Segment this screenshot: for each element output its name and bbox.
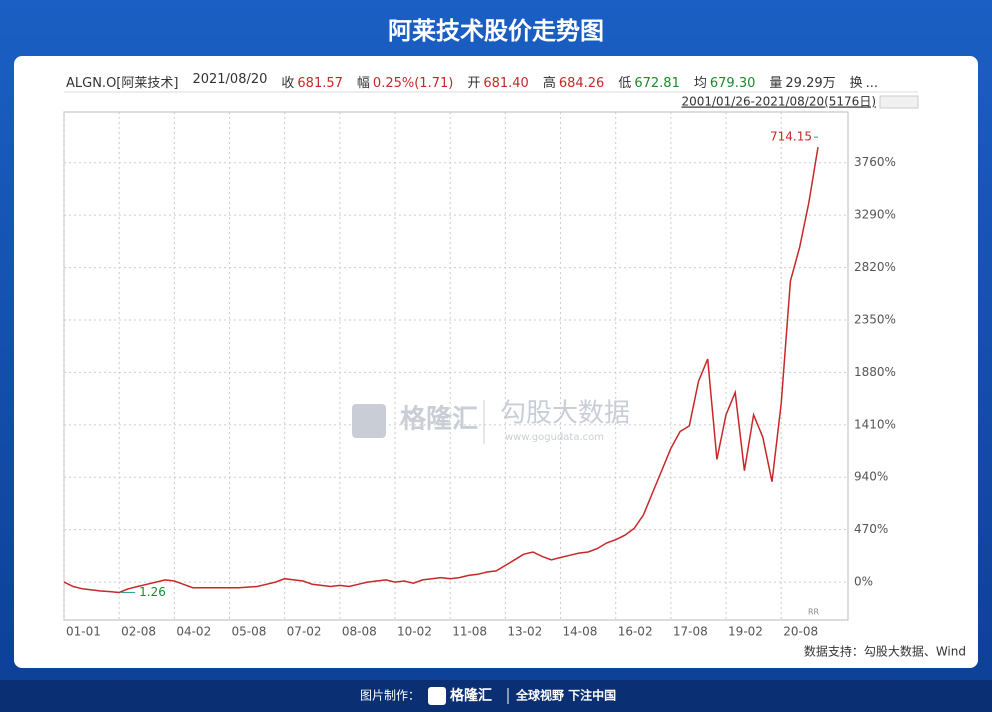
info-value: 681.40	[483, 76, 529, 91]
annotation-high: 714.15	[770, 130, 812, 144]
info-label: 高	[542, 76, 556, 91]
info-label: 收	[281, 76, 295, 91]
footer-made-by: 图片制作：	[360, 689, 420, 703]
info-value: ...	[865, 76, 879, 91]
info-item: 收 681.57	[281, 72, 343, 91]
x-tick-label: 02-08	[121, 625, 156, 639]
info-label: 低	[618, 76, 632, 91]
info-item: 量 29.29万	[769, 72, 835, 91]
x-tick-label: 01-01	[66, 625, 101, 639]
date: 2021/08/20	[192, 72, 268, 87]
x-tick-label: 14-08	[563, 625, 598, 639]
watermark: 勾股大数据	[500, 399, 630, 429]
range-label: 2001/01/26-2021/08/20(5176日)	[681, 95, 876, 109]
watermark-logo	[352, 404, 386, 438]
info-item: 幅 0.25%(1.71)	[357, 72, 453, 91]
y-tick-label: 940%	[854, 470, 888, 484]
watermark: www.gogudata.com	[505, 432, 604, 443]
panel	[14, 56, 978, 668]
symbol: ALGN.O[阿莱技术]	[66, 76, 179, 91]
annotation-low: 1.26	[139, 585, 166, 599]
y-tick-label: 1880%	[854, 365, 896, 379]
x-tick-label: 04-02	[176, 625, 211, 639]
info-item: 换...	[850, 72, 878, 91]
corner-mark: RR	[808, 608, 820, 617]
price-line	[63, 146, 819, 594]
x-tick-label: 05-08	[232, 625, 267, 639]
info-label: 换	[849, 76, 863, 91]
info-value: 0.25%(1.71)	[372, 76, 454, 91]
footer-logo	[428, 687, 446, 705]
info-item: 高 684.26	[543, 72, 605, 91]
info-item: 开 681.40	[467, 72, 529, 91]
info-label: 量	[769, 76, 783, 91]
info-value: 679.30	[709, 76, 756, 91]
x-tick-label: 17-08	[673, 625, 708, 639]
y-tick-label: 3760%	[854, 155, 896, 169]
y-tick-label: 0%	[854, 575, 873, 589]
footer-brand: 格隆汇	[450, 687, 492, 704]
y-tick-label: 1410%	[854, 417, 896, 431]
y-tick-label: 2350%	[854, 312, 896, 326]
x-tick-label: 08-08	[342, 625, 377, 639]
range-control[interactable]	[879, 95, 919, 109]
y-tick-label: 3290%	[854, 208, 896, 222]
watermark: 格隆汇	[400, 404, 478, 435]
info-value: 681.57	[297, 76, 343, 91]
y-tick-label: 2820%	[854, 260, 896, 274]
footer-bar	[0, 680, 992, 712]
info-value: 684.26	[558, 76, 605, 91]
info-item: 低 672.81	[618, 72, 680, 91]
x-tick-label: 19-02	[728, 625, 763, 639]
source: 数据支持：勾股大数据、Wind	[804, 644, 966, 659]
info-label: 开	[467, 76, 481, 91]
info-label: 均	[693, 76, 707, 91]
info-label: 幅	[356, 76, 370, 91]
info-value: 29.29万	[785, 76, 836, 91]
x-tick-label: 16-02	[618, 625, 653, 639]
x-tick-label: 20-08	[783, 625, 818, 639]
info-value: 672.81	[634, 76, 680, 91]
chart-title: 阿莱技术股价走势图	[388, 17, 604, 45]
y-tick-label: 470%	[854, 522, 888, 536]
x-tick-label: 13-02	[507, 625, 542, 639]
x-tick-label: 11-08	[452, 625, 487, 639]
footer-slogan: 全球视野 下注中国	[515, 688, 616, 703]
info-item: 均 679.30	[694, 72, 756, 91]
plot-frame	[63, 111, 849, 621]
x-tick-label: 10-02	[397, 625, 432, 639]
x-tick-label: 07-02	[287, 625, 322, 639]
info-row: ALGN.O[阿莱技术] 2021/08/20 收 681.57 幅 0.25%(1.…	[66, 72, 878, 91]
